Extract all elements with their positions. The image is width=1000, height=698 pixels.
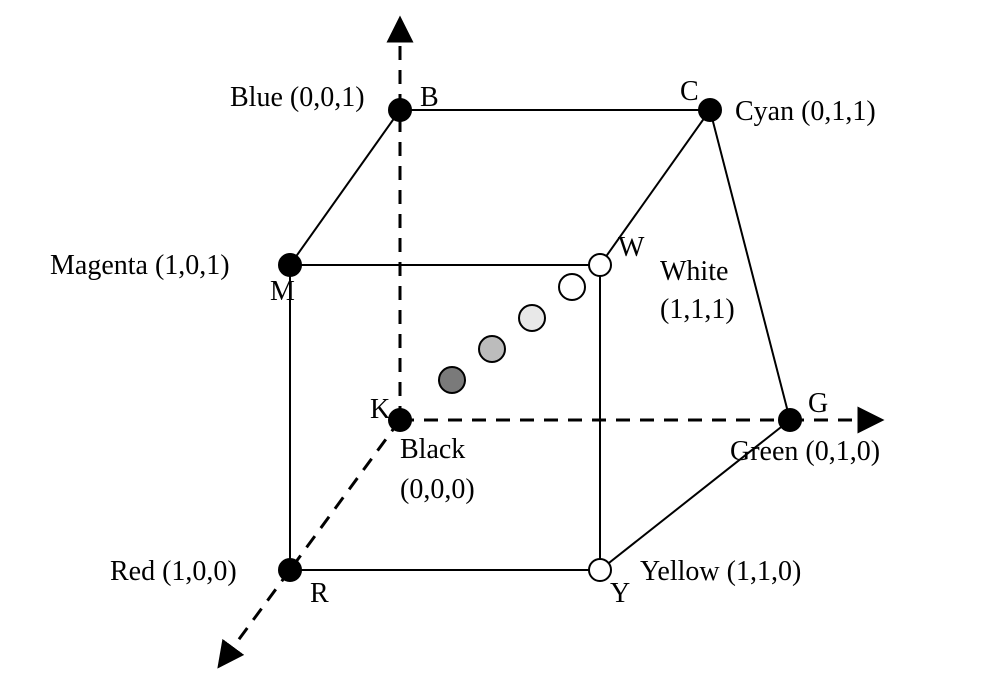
vertex-letter-W: W bbox=[618, 232, 645, 263]
vertex-letter-M: M bbox=[270, 276, 295, 307]
vertex-label-K: Black bbox=[400, 434, 465, 465]
vertex-label-Y: Yellow (1,1,0) bbox=[640, 556, 801, 587]
vertex-M bbox=[279, 254, 301, 276]
vertex-label-B: Blue (0,0,1) bbox=[230, 82, 365, 113]
gray-dot-3 bbox=[559, 274, 585, 300]
vertex-coord-K: (0,0,0) bbox=[400, 474, 475, 505]
edge-C-W bbox=[600, 110, 710, 265]
cube-edges bbox=[290, 110, 790, 570]
gray-dot-2 bbox=[519, 305, 545, 331]
gray-scale-dots bbox=[439, 274, 585, 393]
vertex-letter-C: C bbox=[680, 76, 699, 107]
vertex-label-G: Green (0,1,0) bbox=[730, 436, 880, 467]
vertex-Y bbox=[589, 559, 611, 581]
vertex-letter-K: K bbox=[370, 394, 390, 425]
gray-dot-0 bbox=[439, 367, 465, 393]
vertex-B bbox=[389, 99, 411, 121]
gray-dot-1 bbox=[479, 336, 505, 362]
edge-K-R bbox=[290, 420, 400, 570]
rgb-cube-diagram: K Black (0,0,0) B Blue (0,0,1) C Cyan (0,1,1) G… bbox=[0, 0, 1000, 698]
vertex-labels: K Black (0,0,0) B Blue (0,0,1) C Cyan (0,1,1) G… bbox=[50, 76, 880, 609]
vertex-label-W: White bbox=[660, 256, 728, 287]
vertex-letter-Y: Y bbox=[610, 578, 630, 609]
vertex-label-C: Cyan (0,1,1) bbox=[735, 96, 876, 127]
vertex-G bbox=[779, 409, 801, 431]
vertex-W bbox=[589, 254, 611, 276]
vertex-K bbox=[389, 409, 411, 431]
vertex-letter-R: R bbox=[310, 578, 329, 609]
vertex-C bbox=[699, 99, 721, 121]
vertex-letter-G: G bbox=[808, 388, 828, 419]
vertex-label-M: Magenta (1,0,1) bbox=[50, 250, 230, 281]
vertex-coord-W: (1,1,1) bbox=[660, 294, 735, 325]
vertex-letter-B: B bbox=[420, 82, 439, 113]
vertex-label-R: Red (1,0,0) bbox=[110, 556, 237, 587]
edge-B-M bbox=[290, 110, 400, 265]
vertex-R bbox=[279, 559, 301, 581]
